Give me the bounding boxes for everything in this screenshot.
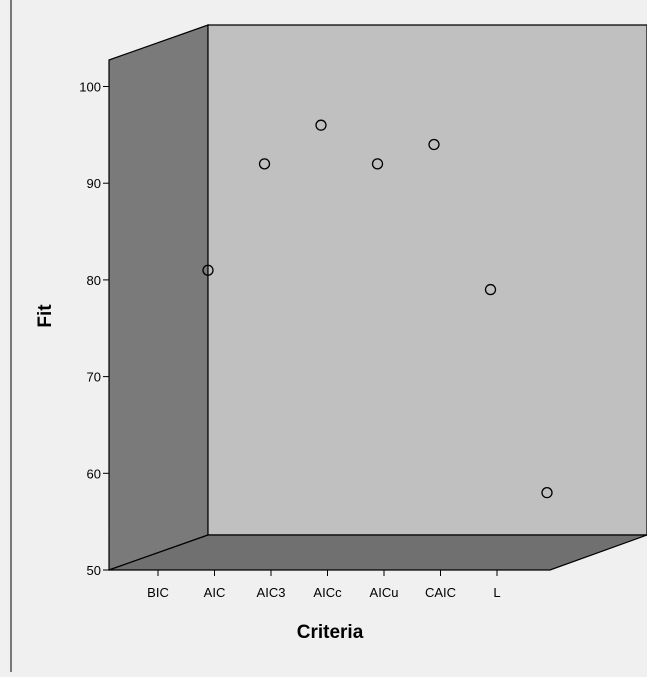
y-tick-label: 50 bbox=[87, 563, 101, 578]
y-tick-label: 80 bbox=[87, 273, 101, 288]
data-point bbox=[428, 138, 440, 151]
y-tick-label: 70 bbox=[87, 370, 101, 385]
y-axis-ticks: 50 60 70 80 90 100 bbox=[79, 80, 109, 578]
x-axis-title: Criteria bbox=[297, 622, 364, 643]
x-tick-label: AIC3 bbox=[257, 585, 286, 600]
side-wall bbox=[108, 24, 209, 571]
data-point bbox=[202, 264, 214, 276]
y-tick-label: 100 bbox=[79, 80, 101, 95]
y-tick-label: 90 bbox=[87, 176, 101, 191]
data-points bbox=[202, 119, 553, 499]
data-point bbox=[541, 486, 553, 499]
back-wall bbox=[207, 24, 647, 536]
data-point bbox=[484, 283, 497, 296]
x-tick-label: CAIC bbox=[425, 585, 456, 600]
x-tick-label: AICc bbox=[313, 585, 342, 600]
y-tick-label: 60 bbox=[87, 466, 101, 481]
x-tick-label: AICu bbox=[370, 585, 399, 600]
data-point bbox=[371, 158, 384, 170]
data-point bbox=[258, 158, 271, 170]
x-tick-label: AIC bbox=[204, 585, 226, 600]
data-point bbox=[315, 119, 327, 131]
x-axis-ticks: BIC AIC AIC3 AICc AICu CAIC L bbox=[147, 570, 501, 600]
x-tick-label: L bbox=[493, 585, 500, 600]
x-tick-label: BIC bbox=[147, 585, 169, 600]
y-axis-title: Fit bbox=[35, 304, 56, 328]
